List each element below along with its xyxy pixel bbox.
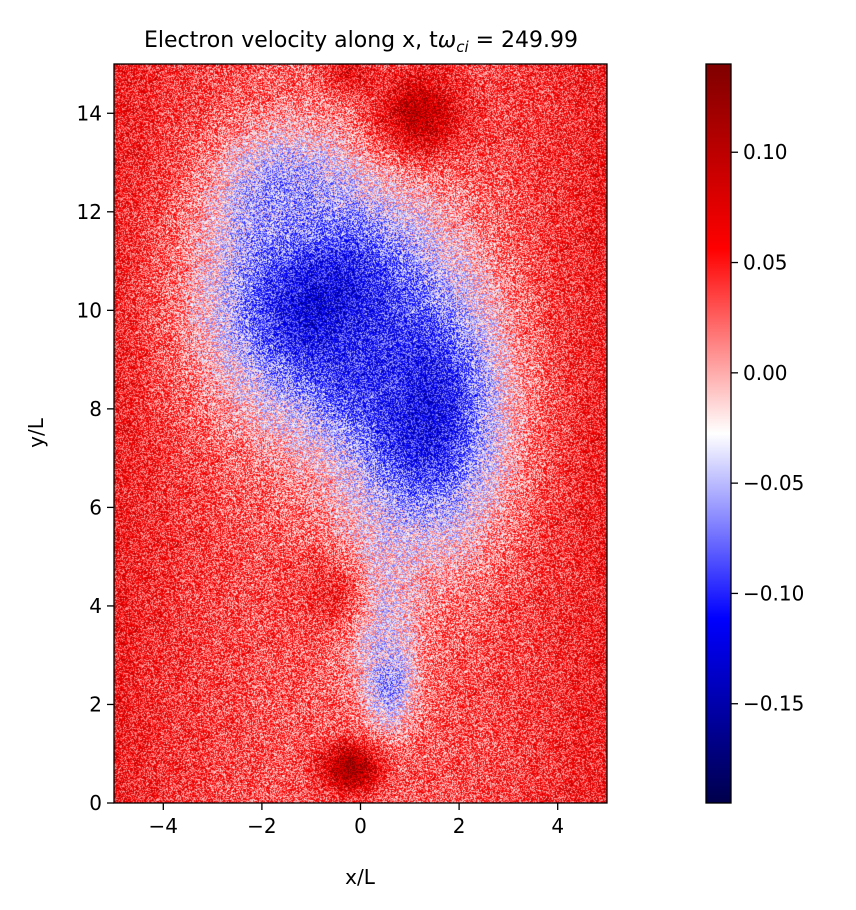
y-tick-label: 2 bbox=[89, 692, 102, 716]
x-tick-label: 0 bbox=[354, 814, 367, 838]
y-tick-label: 6 bbox=[89, 495, 102, 519]
y-axis: 0 2 4 6 8 10 12 14 bbox=[77, 101, 114, 815]
colorbar-tick-label: 0.05 bbox=[743, 251, 788, 275]
heatmap bbox=[114, 64, 607, 803]
x-tick-label: 2 bbox=[453, 814, 466, 838]
x-axis: −4 −2 0 2 4 bbox=[149, 803, 564, 838]
y-tick-label: 14 bbox=[77, 101, 102, 125]
colorbar-tick-label: −0.10 bbox=[743, 581, 804, 605]
colorbar-ticks: 0.10 0.05 0.00 −0.05 −0.10 −0.15 bbox=[731, 140, 804, 716]
chart-title: Electron velocity along x, tωci = 249.99 bbox=[144, 28, 578, 56]
colorbar: 0.10 0.05 0.00 −0.05 −0.10 −0.15 bbox=[705, 63, 804, 804]
x-tick-label: 4 bbox=[551, 814, 564, 838]
x-tick-label: −4 bbox=[149, 814, 178, 838]
x-tick-label: −2 bbox=[247, 814, 276, 838]
colorbar-tick-label: −0.05 bbox=[743, 471, 804, 495]
colorbar-tick-label: −0.15 bbox=[743, 692, 804, 716]
colorbar-frame bbox=[705, 63, 732, 804]
y-axis-label: y/L bbox=[24, 417, 48, 448]
y-tick-label: 10 bbox=[77, 298, 102, 322]
colorbar-tick-label: 0.10 bbox=[743, 140, 788, 164]
y-tick-label: 0 bbox=[89, 791, 102, 815]
x-axis-label: x/L bbox=[345, 865, 376, 889]
plot-area bbox=[113, 63, 608, 804]
y-tick-label: 8 bbox=[89, 397, 102, 421]
y-tick-label: 4 bbox=[89, 594, 102, 618]
colorbar-tick-label: 0.00 bbox=[743, 361, 788, 385]
colorbar-gradient bbox=[706, 64, 731, 803]
y-tick-label: 12 bbox=[77, 200, 102, 224]
